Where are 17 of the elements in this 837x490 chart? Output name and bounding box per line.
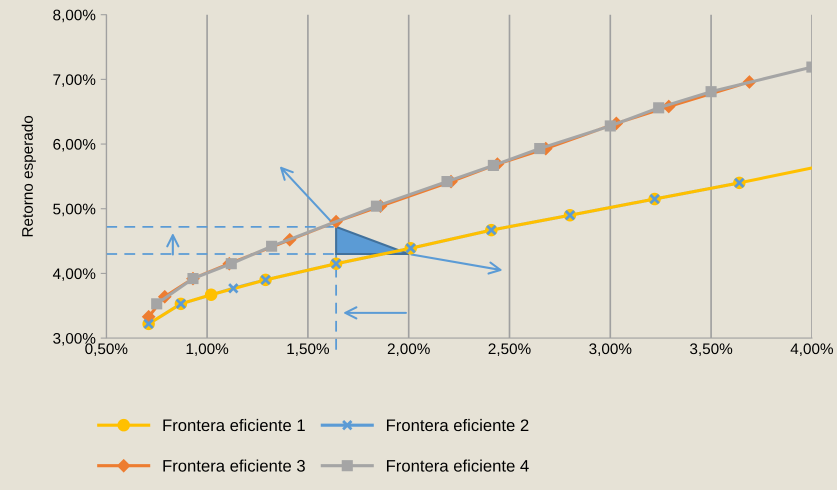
- x-tick-label: 1,00%: [186, 343, 228, 356]
- legend-label: Frontera eficiente 3: [163, 459, 305, 472]
- x-tick-label: 2,00%: [388, 343, 430, 356]
- x-tick-label: 4,00%: [790, 343, 834, 356]
- legend-label: Frontera eficiente 1: [163, 418, 305, 432]
- x-tick-label: 3,00%: [589, 343, 632, 356]
- y-tick-label: 5,00%: [53, 204, 96, 216]
- y-tick-label: 4,00%: [52, 268, 96, 281]
- legend-label: Frontera eficiente 2: [386, 418, 528, 432]
- y-tick-label: 6,00%: [53, 138, 96, 152]
- y-tick-label: 8,00%: [53, 10, 96, 22]
- x-tick-label: 2,50%: [488, 343, 531, 356]
- y-tick-label: 7,00%: [53, 74, 96, 87]
- x-tick-label: 3,50%: [690, 343, 732, 356]
- legend-label: Frontera eficiente 4: [386, 459, 529, 472]
- x-tick-label: 1,50%: [287, 343, 330, 356]
- y-axis-title: Retorno esperado: [22, 116, 36, 236]
